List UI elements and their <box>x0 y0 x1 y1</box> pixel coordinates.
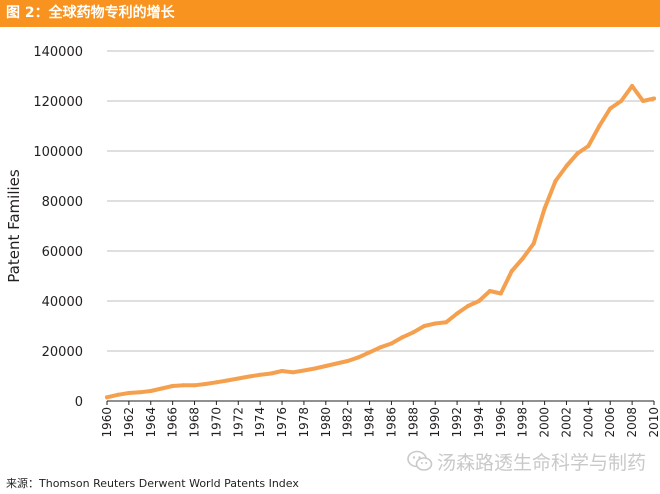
x-tick-label: 2008 <box>625 407 639 438</box>
data-point <box>105 395 109 400</box>
watermark-text: 汤森路透生命科学与制药 <box>436 451 646 474</box>
data-point <box>575 151 580 156</box>
y-tick-label: 80000 <box>42 195 83 210</box>
data-point <box>345 359 350 363</box>
source-note: 来源：Thomson Reuters Derwent World Patents… <box>6 477 299 490</box>
data-point <box>389 341 394 346</box>
data-point <box>630 84 635 88</box>
data-point <box>476 299 481 303</box>
x-tick-label: 1998 <box>516 407 530 438</box>
data-point <box>378 345 383 350</box>
x-tick-label: 1962 <box>122 407 136 438</box>
x-tick-label: 1990 <box>428 407 442 438</box>
watermark: 汤森路透生命科学与制药 <box>407 449 646 474</box>
data-point <box>258 372 263 377</box>
data-point <box>356 355 361 360</box>
x-tick-label: 2002 <box>559 407 573 438</box>
data-point <box>652 96 656 101</box>
data-point <box>334 361 339 366</box>
data-point <box>498 291 503 296</box>
data-point <box>137 390 142 395</box>
x-tick-label: 1978 <box>297 407 311 438</box>
x-tick-label: 1972 <box>231 407 245 438</box>
data-point <box>455 311 460 316</box>
x-tick-label: 2000 <box>538 407 552 438</box>
data-point <box>225 378 230 383</box>
data-point <box>400 335 405 340</box>
x-tick-label: 1996 <box>494 407 508 438</box>
data-point <box>301 368 306 373</box>
x-tick-label: 2004 <box>581 407 595 438</box>
data-point <box>542 206 547 211</box>
x-tick-label: 2010 <box>647 407 660 438</box>
y-tick-label: 40000 <box>42 295 83 310</box>
data-point <box>422 324 427 328</box>
figure-header-bar: 图 2：全球药物专利的增长 <box>0 0 660 27</box>
x-tick-label: 1980 <box>319 407 333 438</box>
data-point <box>181 383 186 388</box>
data-point <box>487 289 492 293</box>
x-tick-label: 1968 <box>188 407 202 438</box>
data-point <box>269 371 274 376</box>
data-point <box>509 269 514 273</box>
y-tick-label: 140000 <box>33 45 83 60</box>
x-tick-label: 1984 <box>363 407 377 438</box>
data-point <box>214 380 219 385</box>
x-tick-label: 1970 <box>209 407 223 438</box>
y-tick-label: 100000 <box>33 145 83 160</box>
x-tick-label: 2006 <box>603 407 617 438</box>
data-point <box>115 392 120 397</box>
data-point <box>192 383 197 388</box>
data-point <box>553 179 558 183</box>
data-point <box>280 369 285 373</box>
x-tick-label: 1960 <box>100 407 114 438</box>
x-tick-label: 1992 <box>450 407 464 438</box>
data-point <box>312 366 317 371</box>
x-tick-label: 1976 <box>275 407 289 438</box>
patent-families-line-chart: 0 20000 40000 60000 80000 100000 120000 140000 1… <box>5 45 660 438</box>
y-tick-label: 0 <box>75 395 83 410</box>
data-point <box>433 321 438 326</box>
data-point <box>170 384 175 388</box>
data-point <box>411 330 416 335</box>
data-point <box>608 106 613 111</box>
data-point <box>444 320 449 325</box>
x-tick-label: 1966 <box>166 407 180 438</box>
data-point <box>247 374 252 379</box>
data-point <box>641 99 646 103</box>
y-tick-label: 20000 <box>42 345 83 360</box>
data-point <box>531 241 536 246</box>
wechat-icon <box>407 450 433 471</box>
x-tick-label: 1988 <box>406 407 420 438</box>
x-tick-label: 1974 <box>253 407 267 438</box>
data-point <box>236 376 241 381</box>
data-point <box>564 164 569 168</box>
data-point <box>520 256 525 261</box>
y-tick-label: 120000 <box>33 95 83 110</box>
data-point <box>203 382 208 386</box>
y-axis-title: Patent Families <box>5 169 23 283</box>
data-point <box>126 391 131 395</box>
x-tick-label: 1986 <box>384 407 398 438</box>
data-point <box>597 124 602 128</box>
x-tick-label: 1994 <box>472 407 486 438</box>
x-tick-label: 1982 <box>341 407 355 438</box>
x-tick-label: 1964 <box>144 407 158 438</box>
data-point <box>148 389 153 393</box>
data-point <box>466 304 471 308</box>
figure-title: 图 2：全球药物专利的增长 <box>6 5 175 21</box>
data-point <box>619 99 624 103</box>
data-point <box>323 364 328 368</box>
data-point <box>586 144 591 148</box>
y-tick-label: 60000 <box>42 245 83 260</box>
data-point <box>159 386 164 391</box>
data-point <box>290 370 295 375</box>
data-point <box>367 350 372 355</box>
